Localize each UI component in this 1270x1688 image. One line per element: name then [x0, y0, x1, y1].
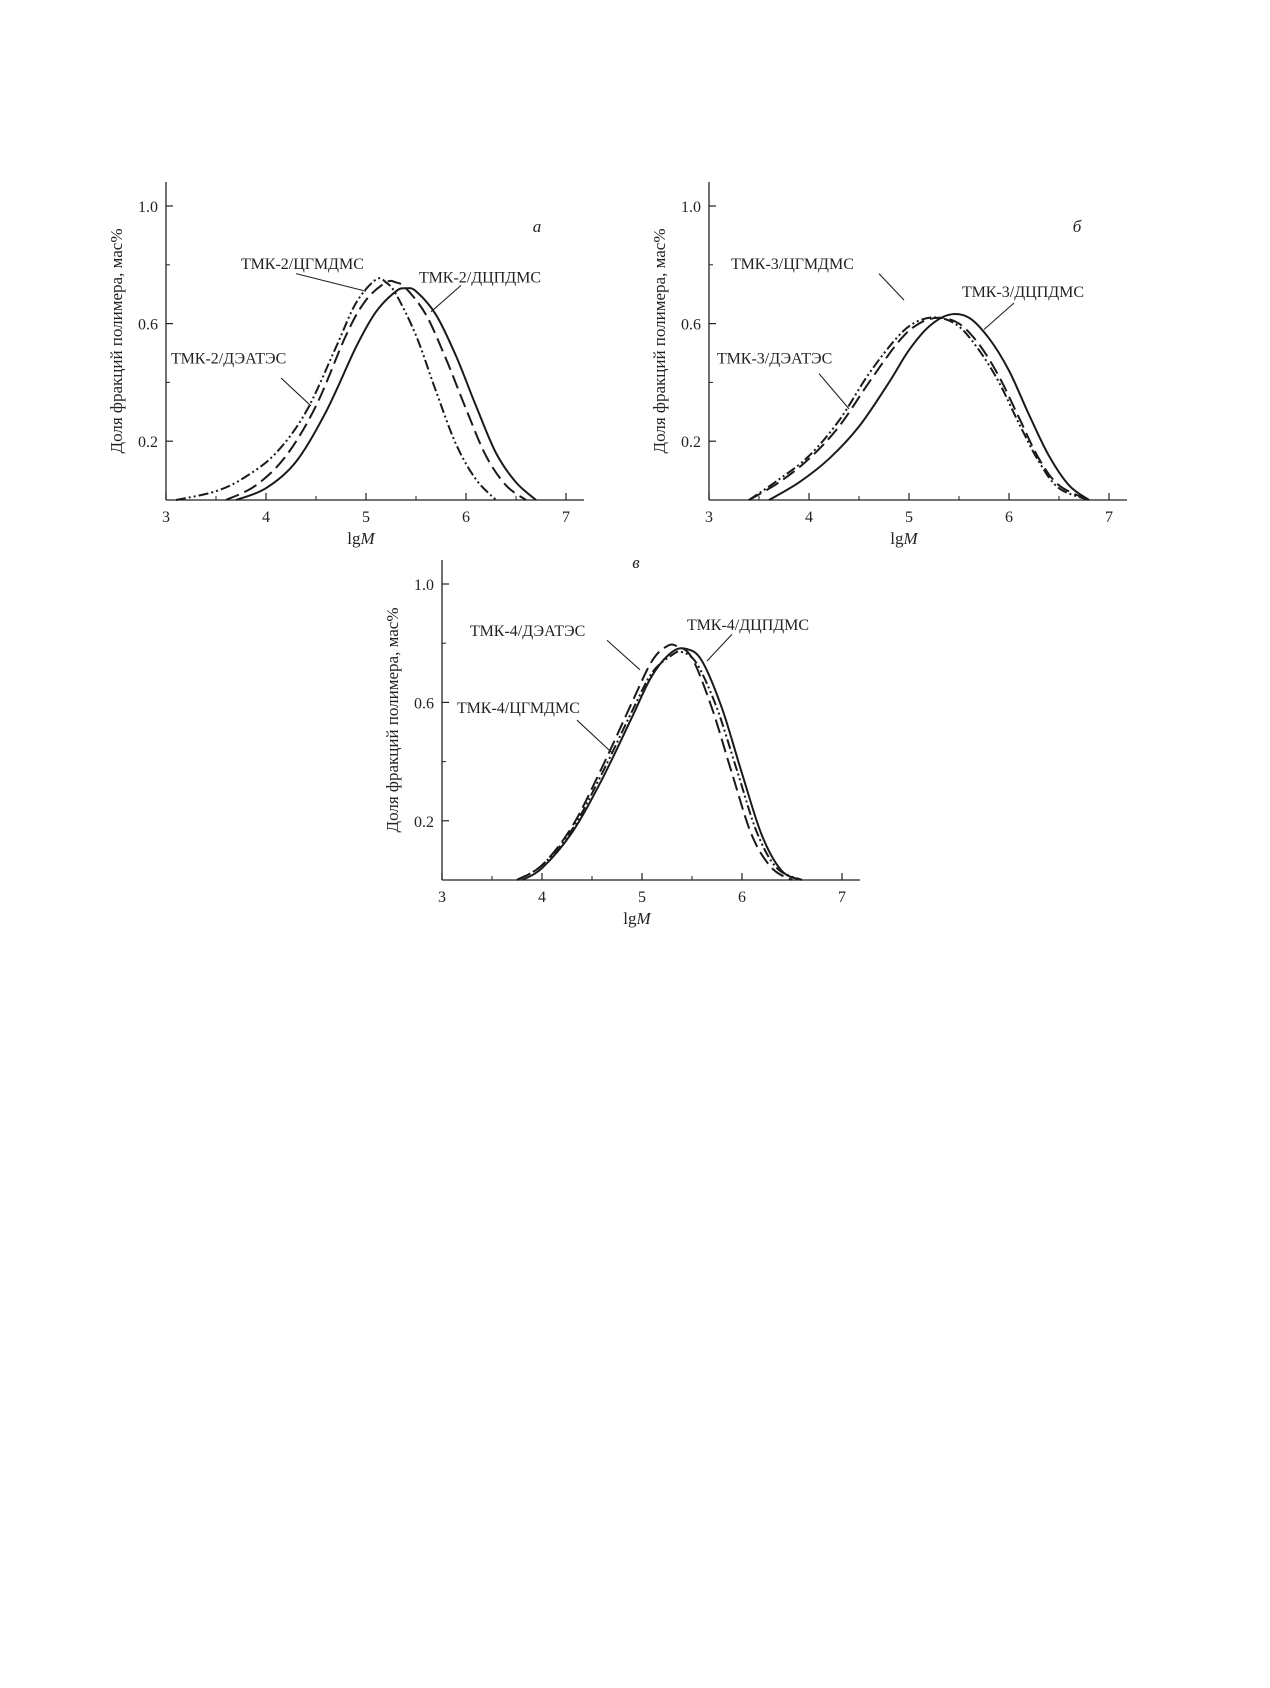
annotation-leader-line: [706, 633, 733, 662]
x-tick-label: 5: [905, 509, 913, 526]
annotation-leader-line: [430, 284, 462, 313]
chart-panel-3: 3 4 5 6 7 0.2 0.6 1.0 lgM Доля фракций полимера, …: [383, 553, 860, 928]
series-annotation-label: ТМК-4/ДЦПДМС: [687, 617, 809, 634]
y-tick-label: 1.0: [138, 199, 158, 216]
series-line-solid: [768, 313, 1090, 501]
series-annotation-label: ТМК-2/ДЭАТЭС: [171, 350, 286, 367]
x-axis-label: lgM: [890, 529, 918, 548]
panel-letter: б: [1073, 217, 1082, 236]
annotation-leader-line: [606, 639, 641, 671]
y-tick-label: 1.0: [414, 577, 434, 594]
y-tick-label: 0.2: [414, 814, 434, 831]
y-axis-label: Доля фракций полимера, мас%: [650, 229, 669, 454]
series-line-dashed: [516, 643, 793, 881]
y-tick-label: 1.0: [681, 199, 701, 216]
y-tick-label: 0.2: [138, 434, 158, 451]
x-tick-label: 6: [738, 889, 746, 906]
series-line-solid: [235, 287, 537, 501]
y-tick-label: 0.2: [681, 434, 701, 451]
series-annotation-label: ТМК-2/ДЦПДМС: [419, 269, 541, 286]
annotation-leader-line: [280, 377, 312, 407]
x-tick-label: 3: [438, 889, 446, 906]
series-line-solid: [521, 647, 803, 881]
series-line-dashed: [225, 279, 527, 501]
x-tick-label: 3: [162, 509, 170, 526]
series-line-dash-dot-dot: [516, 650, 803, 881]
x-tick-label: 4: [262, 509, 270, 526]
x-tick-label: 5: [362, 509, 370, 526]
x-tick-label: 7: [562, 509, 570, 526]
y-tick-label: 0.6: [414, 695, 434, 712]
annotation-leader-line: [983, 302, 1015, 330]
series-line-dash-dot-dot: [175, 277, 497, 501]
series-line-dash-dot-dot: [748, 316, 1090, 501]
x-tick-label: 5: [638, 889, 646, 906]
x-tick-label: 7: [1105, 509, 1113, 526]
series-annotation-label: ТМК-4/ЦГМДМС: [457, 700, 580, 717]
y-tick-label: 0.6: [681, 317, 701, 334]
x-tick-label: 4: [805, 509, 813, 526]
annotation-leader-line: [878, 273, 905, 301]
series-annotation-label: ТМК-3/ЦГМДМС: [731, 256, 854, 273]
annotation-leader-line: [576, 719, 613, 754]
series-annotation-label: ТМК-3/ДЭАТЭС: [717, 350, 832, 367]
x-tick-label: 7: [838, 889, 846, 906]
x-tick-label: 3: [705, 509, 713, 526]
annotation-leader-line: [295, 273, 367, 292]
chart-panel-1: 3 4 5 6 7 0.2 0.6 1.0 lgM Доля фракций полимера, …: [107, 182, 584, 548]
x-axis-label: lgM: [347, 529, 375, 548]
series-annotation-label: ТМК-2/ЦГМДМС: [241, 256, 364, 273]
annotation-leader-line: [818, 373, 850, 410]
series-line-dashed: [748, 316, 1090, 501]
series-annotation-label: ТМК-3/ДЦПДМС: [962, 284, 1084, 301]
panel-letter: в: [632, 553, 640, 572]
series-annotation-label: ТМК-4/ДЭАТЭС: [470, 623, 585, 640]
x-tick-label: 6: [1005, 509, 1013, 526]
y-tick-label: 0.6: [138, 317, 158, 334]
panel-letter: а: [533, 217, 542, 236]
y-axis-label: Доля фракций полимера, мас%: [107, 229, 126, 454]
y-axis-label: Доля фракций полимера, мас%: [383, 608, 402, 833]
x-tick-label: 6: [462, 509, 470, 526]
chart-panel-2: 3 4 5 6 7 0.2 0.6 1.0 lgM Доля фракций полимера, …: [650, 182, 1127, 548]
x-axis-label: lgM: [623, 909, 651, 928]
x-tick-label: 4: [538, 889, 546, 906]
